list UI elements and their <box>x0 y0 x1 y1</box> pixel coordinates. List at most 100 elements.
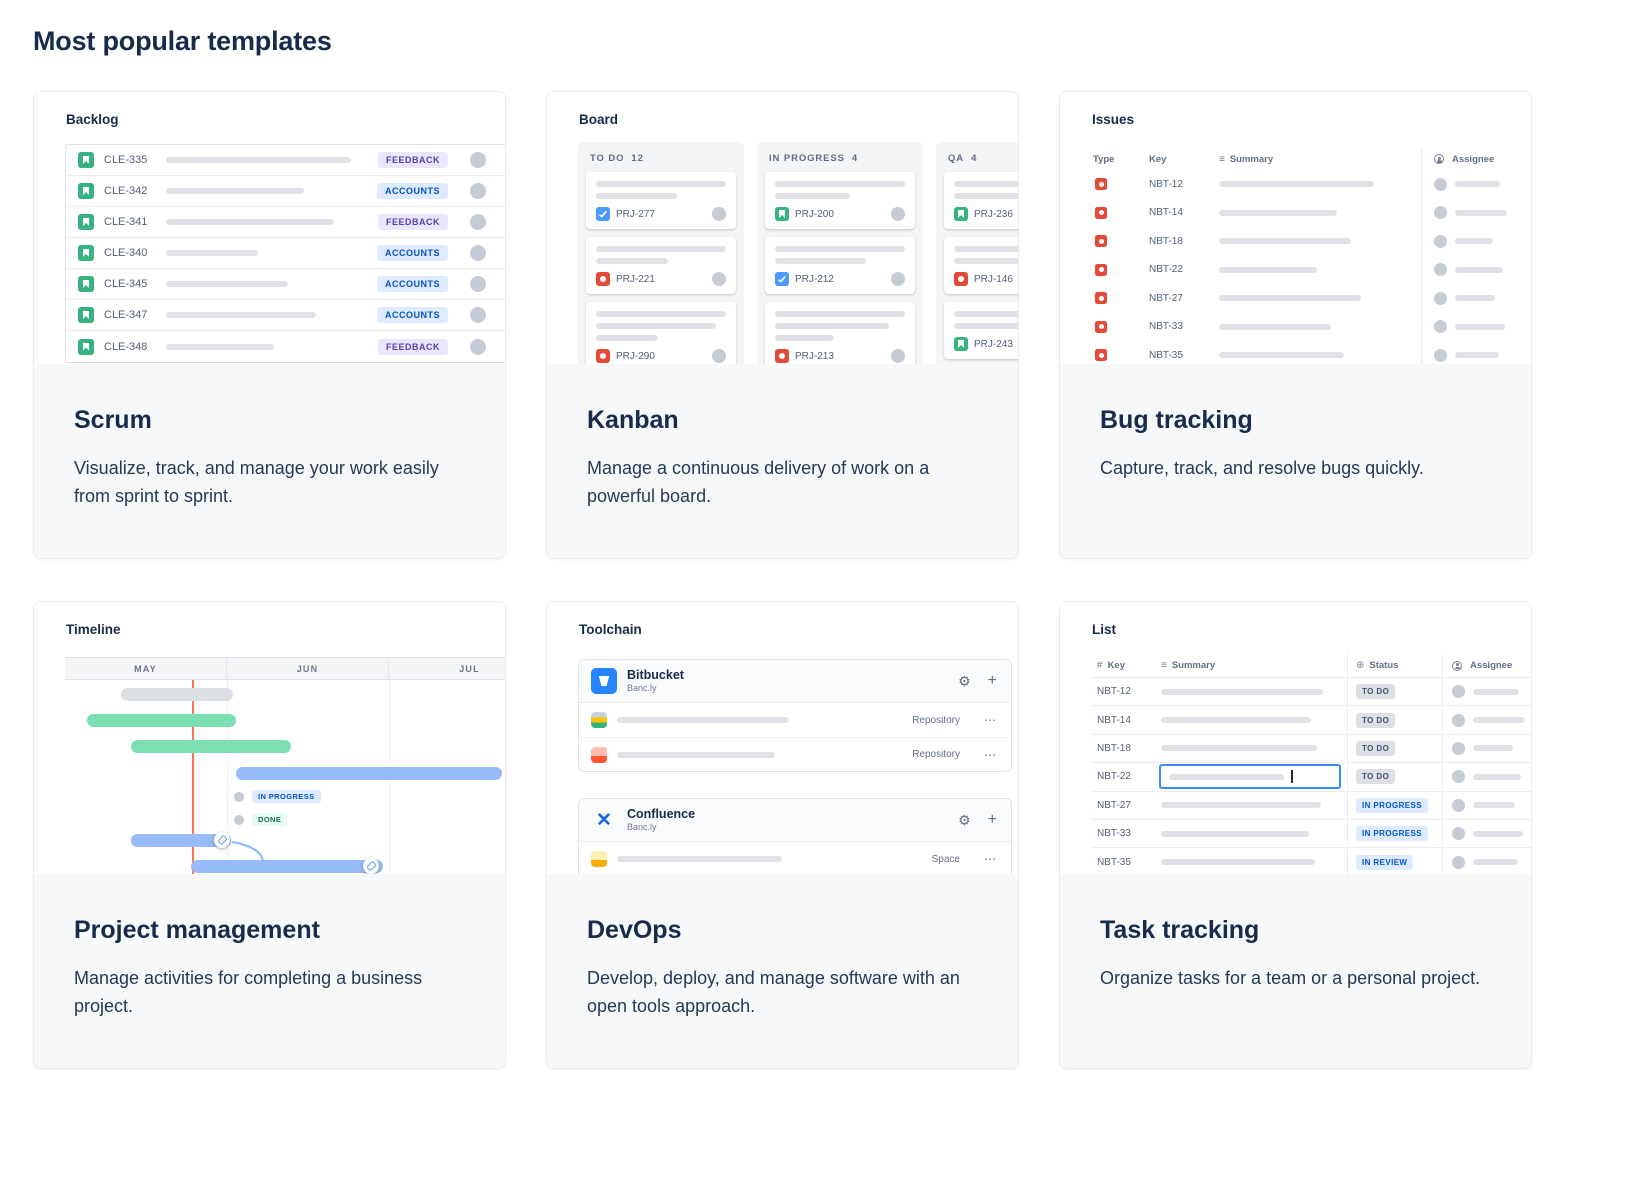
tool-titles: Confluence Banc.ly <box>627 808 695 833</box>
dependency-link-icon <box>363 858 379 874</box>
status-cell: IN REVIEW <box>1347 848 1442 874</box>
issue-row: NBT-35 <box>1093 341 1531 364</box>
summary-placeholder-bar <box>1161 802 1321 809</box>
bug-icon <box>1095 349 1107 362</box>
summary-lines-icon: ≡ <box>1219 153 1225 165</box>
template-card-bug-tracking[interactable]: Issues Type Key ≡ Summary Assignee NBT-12… <box>1059 91 1532 559</box>
bug-icon <box>1095 292 1107 305</box>
assignee-cell <box>1421 284 1531 313</box>
issue-key: NBT-14 <box>1097 714 1131 726</box>
avatar <box>891 349 905 363</box>
status-cell: IN PROGRESS <box>1347 791 1442 819</box>
issues-header-row: Type Key ≡ Summary Assignee <box>1093 148 1531 170</box>
status-circle-icon: ⊕ <box>1356 660 1365 671</box>
key-cell: NBT-12 <box>1149 170 1219 199</box>
card-info: Project management Manage activities for… <box>34 874 505 1068</box>
avatar <box>891 207 905 221</box>
card-description: Develop, deploy, and manage software wit… <box>587 968 960 1016</box>
issue-key: PRJ-277 <box>616 208 655 220</box>
gantt-bar <box>236 767 502 780</box>
avatar <box>470 245 486 261</box>
tool-org: Banc.ly <box>627 822 657 833</box>
issue-key: NBT-22 <box>1097 771 1131 783</box>
avatar <box>1434 291 1447 305</box>
story-icon <box>954 207 968 221</box>
name-placeholder-bar <box>617 856 782 862</box>
assignee-cell <box>1442 734 1531 763</box>
list-row: NBT-12 TO DO <box>1091 678 1531 707</box>
column-header: IN PROGRESS 4 <box>757 142 923 172</box>
assignee-placeholder-bar <box>1455 323 1505 330</box>
bitbucket-icon <box>591 668 617 694</box>
board-card: PRJ-277 <box>586 172 736 229</box>
type-cell <box>1093 170 1149 199</box>
template-card-kanban[interactable]: Board TO DO 12 PRJ-277 <box>546 91 1019 559</box>
assignee-cell <box>1421 198 1531 227</box>
avatar <box>1452 798 1465 812</box>
preview-label-timeline: Timeline <box>66 622 121 637</box>
issue-key: PRJ-213 <box>795 350 834 362</box>
status-cell: TO DO <box>1347 678 1442 706</box>
summary-placeholder-bar <box>596 335 659 341</box>
summary-cell <box>1161 820 1347 847</box>
card-description: Manage a continuous delivery of work on … <box>587 458 930 506</box>
toolchain-panels: Bitbucket Banc.ly ⚙ + Repository <box>578 659 1012 874</box>
list-row: NBT-27 IN PROGRESS <box>1091 791 1531 820</box>
summary-placeholder-bar <box>1219 323 1331 330</box>
card-footer: PRJ-236 <box>954 207 1018 221</box>
status-badge: IN PROGRESS <box>1356 826 1428 842</box>
card-title: Task tracking <box>1100 916 1260 944</box>
status-badge: TO DO <box>1356 712 1396 728</box>
status-cell: TO DO <box>1347 763 1442 791</box>
assignee-placeholder-bar <box>1455 295 1495 302</box>
assignee-cell <box>1442 791 1531 819</box>
template-card-devops[interactable]: Toolchain Bitbucket Banc.ly ⚙ + <box>546 601 1019 1069</box>
summary-edit-input[interactable] <box>1159 764 1341 790</box>
repository-avatar-icon <box>591 746 607 763</box>
epic-badge: FEEDBACK <box>377 338 448 355</box>
type-cell <box>1093 284 1149 313</box>
assignee-placeholder-bar <box>1473 717 1525 724</box>
tool-row-type: Repository <box>912 714 960 726</box>
assignee-cell <box>1442 706 1531 734</box>
card-info: DevOps Develop, deploy, and manage softw… <box>547 874 1018 1068</box>
assignee-cell <box>1442 763 1531 791</box>
kanban-preview: Board TO DO 12 PRJ-277 <box>547 92 1018 364</box>
list-header-row: # Key ≡ Summary ⊕ Status Assignee <box>1091 654 1531 678</box>
preview-label-issues: Issues <box>1092 112 1135 127</box>
issue-key: PRJ-243 <box>974 338 1013 350</box>
summary-cell <box>1161 735 1347 762</box>
col-header-label: Type <box>1093 153 1115 165</box>
issue-key: NBT-12 <box>1149 178 1183 190</box>
tool-row-type: Repository <box>912 749 960 760</box>
card-title: DevOps <box>587 916 682 944</box>
assignee-cell <box>1421 341 1531 364</box>
template-card-project-management[interactable]: Timeline MAY JUN JUL <box>33 601 506 1069</box>
avatar <box>712 349 726 363</box>
tool-panel-body: Space ⋯ <box>579 842 1011 874</box>
template-grid: Backlog CLE-335 FEEDBACK CLE-342 ACCOUNT… <box>33 91 1630 1069</box>
person-icon <box>1452 660 1462 671</box>
backlog-row: CLE-345 ACCOUNTS <box>66 269 505 300</box>
month-label: JUN <box>227 658 389 679</box>
summary-placeholder-bar <box>596 311 726 317</box>
backlog-table: CLE-335 FEEDBACK CLE-342 ACCOUNTS CLE-34… <box>65 144 505 363</box>
summary-cell <box>1219 284 1421 313</box>
story-icon <box>78 245 94 261</box>
summary-placeholder-bar <box>596 181 726 187</box>
board-card: PRJ-236 <box>944 172 1018 229</box>
issue-key: NBT-33 <box>1097 828 1131 840</box>
board-column-qa: QA 4 PRJ-236 <box>936 142 1018 364</box>
template-card-scrum[interactable]: Backlog CLE-335 FEEDBACK CLE-342 ACCOUNT… <box>33 91 506 559</box>
key-cell: NBT-18 <box>1091 735 1161 762</box>
key-cell: NBT-33 <box>1149 313 1219 342</box>
template-card-task-tracking[interactable]: List # Key ≡ Summary ⊕ Status Assignee NBT-… <box>1059 601 1532 1069</box>
avatar <box>470 276 486 292</box>
preview-label-board: Board <box>579 112 619 127</box>
summary-placeholder-bar <box>954 181 1018 187</box>
summary-placeholder-bar <box>166 188 304 194</box>
column-name: QA <box>948 153 965 164</box>
preview-label-list: List <box>1092 622 1117 637</box>
board-column-in-progress: IN PROGRESS 4 PRJ-200 <box>757 142 923 364</box>
assignee-cell <box>1442 819 1531 848</box>
